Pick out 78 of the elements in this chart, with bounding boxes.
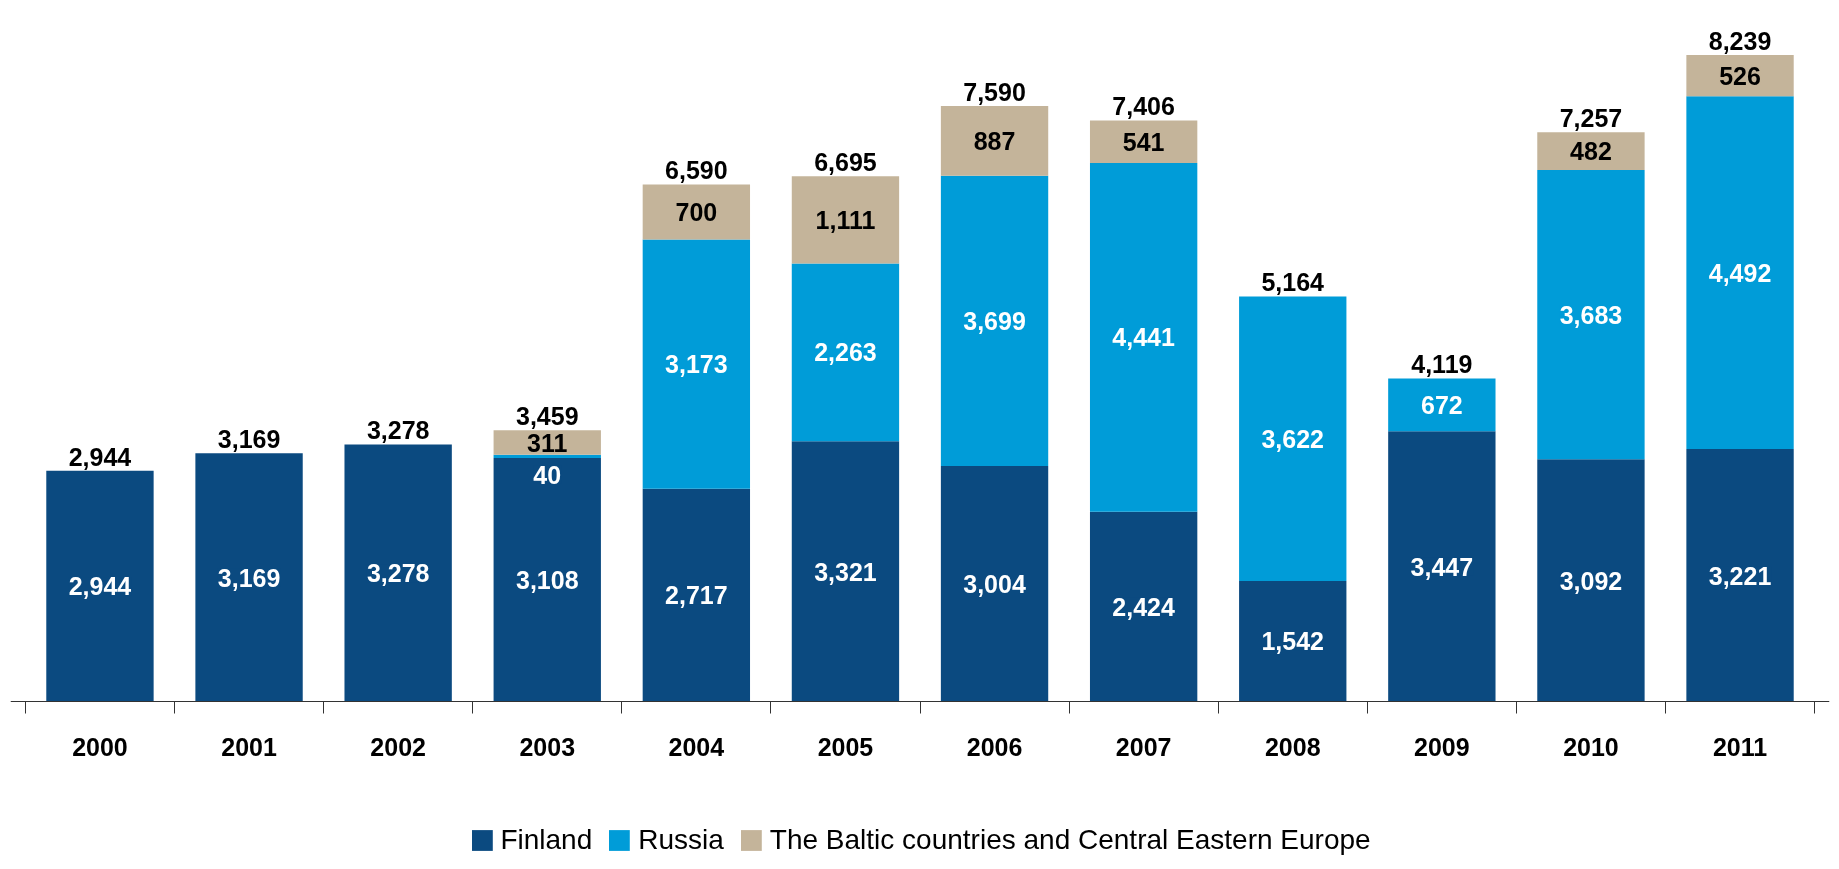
- data-label: 2,424: [1112, 592, 1176, 621]
- x-tick-label: 2008: [1264, 732, 1321, 761]
- x-tick-label: 2002: [370, 732, 426, 761]
- bar: [791, 441, 900, 702]
- total-label: 3,278: [366, 416, 430, 445]
- x-tick-label: 2000: [72, 732, 128, 761]
- total-label: 7,257: [1559, 103, 1623, 132]
- data-label: 4,441: [1112, 323, 1176, 352]
- data-label: 4,492: [1708, 258, 1772, 287]
- data-label: 3,683: [1559, 300, 1623, 329]
- data-label: 3,321: [814, 557, 877, 586]
- data-label: 3,092: [1559, 566, 1623, 595]
- bar: [642, 239, 751, 489]
- total-label: 5,164: [1261, 268, 1325, 297]
- bar: [1537, 169, 1645, 460]
- x-tick-label: 2005: [817, 732, 874, 761]
- bar: [1239, 296, 1347, 581]
- bar: [195, 453, 303, 702]
- total-label: 6,695: [814, 148, 877, 177]
- data-label: 2,717: [665, 581, 728, 610]
- data-label: 887: [973, 126, 1016, 155]
- data-label: 482: [1570, 137, 1612, 166]
- data-label: 40: [533, 460, 562, 489]
- bar: [1089, 162, 1198, 512]
- total-label: 7,406: [1112, 92, 1175, 121]
- bar: [46, 470, 154, 702]
- data-label: 1,542: [1261, 627, 1325, 656]
- data-label: 700: [675, 197, 718, 226]
- x-tick-label: 2003: [519, 732, 576, 761]
- bar: [1388, 378, 1496, 432]
- bar: [791, 263, 900, 442]
- data-label: 3,699: [963, 306, 1026, 335]
- x-tick-label: 2009: [1414, 732, 1470, 761]
- data-label: 2,263: [814, 338, 877, 367]
- bar: [1388, 431, 1496, 702]
- bar: [940, 105, 1049, 176]
- legend-label: The Baltic countries and Central Eastern Europe: [769, 824, 1371, 856]
- data-label: 3,278: [366, 559, 430, 588]
- legend-label: Russia: [638, 824, 724, 856]
- data-label: 526: [1719, 61, 1761, 90]
- bar: [940, 466, 1049, 702]
- bar: [493, 454, 601, 458]
- x-tick-label: 2006: [966, 732, 1023, 761]
- bar: [1686, 449, 1794, 702]
- total-label: 3,169: [217, 424, 281, 453]
- total-label: 4,119: [1411, 350, 1473, 379]
- data-label: 3,622: [1261, 424, 1325, 453]
- bar: [791, 176, 900, 264]
- bar: [1089, 511, 1198, 702]
- data-label: 2,944: [68, 572, 132, 601]
- bar: [344, 444, 452, 702]
- x-tick-label: 2010: [1563, 732, 1619, 761]
- total-label: 8,239: [1708, 26, 1772, 55]
- data-label: 3,169: [217, 563, 281, 592]
- legend-label: Finland: [500, 824, 593, 856]
- total-label: 6,590: [665, 156, 728, 185]
- x-tick-label: 2001: [221, 732, 277, 761]
- data-label: 3,004: [963, 570, 1026, 599]
- bar: [642, 488, 751, 702]
- x-tick-label: 2011: [1712, 732, 1768, 761]
- total-label: 7,590: [963, 77, 1026, 106]
- data-label: 3,108: [515, 565, 579, 594]
- data-label: 541: [1122, 127, 1165, 156]
- bar: [940, 175, 1049, 467]
- x-tick-label: 2007: [1115, 732, 1172, 761]
- data-label: 3,221: [1708, 561, 1772, 590]
- bar: [1537, 459, 1645, 702]
- data-label: 672: [1420, 390, 1463, 419]
- bar: [493, 457, 601, 702]
- total-label: 3,459: [515, 402, 579, 431]
- bar: [1686, 96, 1794, 450]
- data-label: 311: [527, 428, 568, 457]
- data-label: 1,111: [815, 205, 876, 234]
- x-tick-label: 2004: [668, 732, 725, 761]
- total-label: 2,944: [68, 442, 132, 471]
- data-label: 3,447: [1410, 552, 1474, 581]
- data-label: 3,173: [665, 350, 728, 379]
- bar: [1239, 580, 1347, 702]
